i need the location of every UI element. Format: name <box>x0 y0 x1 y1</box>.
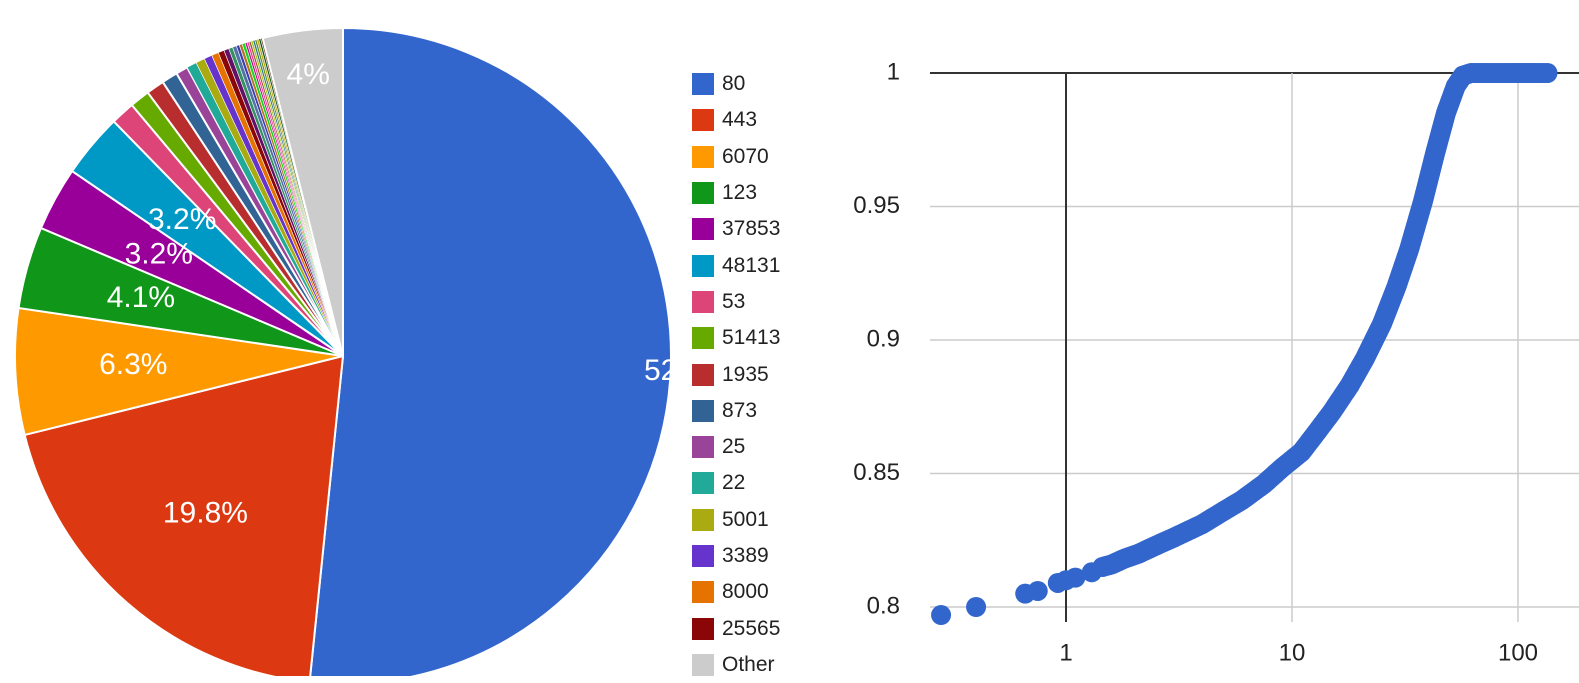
legend-item-873: 873 <box>692 393 780 429</box>
legend-swatch <box>692 436 714 459</box>
pie-slice-label-123: 4.1% <box>107 281 175 314</box>
legend-item-80: 80 <box>692 66 780 102</box>
pie-slice-label-37853: 3.2% <box>125 237 193 270</box>
pie-slice-443 <box>23 354 345 676</box>
cdf-points <box>931 63 1558 626</box>
data-point <box>1537 63 1558 83</box>
pie-legend: 80 443 6070 123 37853 48131 53 51413 1935 873 25 22… <box>692 66 780 683</box>
pie-slices <box>14 26 672 676</box>
legend-item-443: 443 <box>692 102 780 138</box>
legend-item-5001: 5001 <box>692 502 780 538</box>
legend-swatch <box>692 581 714 604</box>
cdf-axis-labels: 0.8 0.85 0.9 0.95 1 1 10 100 <box>853 58 1538 666</box>
legend-swatch <box>692 290 714 313</box>
x-tick-label: 100 <box>1498 639 1538 666</box>
legend-label: Other <box>722 652 775 676</box>
legend-item-8000: 8000 <box>692 574 780 610</box>
legend-item-51413: 51413 <box>692 320 780 356</box>
legend-label: 37853 <box>722 217 781 241</box>
legend-item-1935: 1935 <box>692 356 780 392</box>
pie-slice-6070 <box>14 306 344 437</box>
legend-swatch <box>692 254 714 277</box>
legend-label: 25 <box>722 435 746 459</box>
x-tick-label: 1 <box>1059 639 1072 666</box>
legend-label: 25565 <box>722 616 781 640</box>
legend-item-25: 25 <box>692 429 780 465</box>
x-tick-label: 10 <box>1279 639 1306 666</box>
legend-label: 22 <box>722 471 746 495</box>
legend-swatch <box>692 617 714 640</box>
pie-slice-label-48131: 3.2% <box>148 203 216 236</box>
y-tick-label: 0.85 <box>853 459 900 486</box>
legend-item-53: 53 <box>692 284 780 320</box>
legend-label: 80 <box>722 72 746 96</box>
pie-slice-label-443: 19.8% <box>163 496 248 529</box>
legend-item-48131: 48131 <box>692 247 780 283</box>
legend-swatch <box>692 218 714 241</box>
legend-label: 3389 <box>722 544 769 567</box>
legend-label: 53 <box>722 289 746 313</box>
cdf-grid <box>930 72 1579 622</box>
legend-item-22: 22 <box>692 465 780 501</box>
y-tick-label: 0.9 <box>867 325 900 352</box>
legend-swatch <box>692 145 714 168</box>
legend-swatch <box>692 508 714 531</box>
pie-slice-labels: 52 19.8% 6.3% 4.1% 3.2%3.2% 4% <box>99 58 677 529</box>
legend-swatch <box>692 73 714 96</box>
y-tick-label: 0.95 <box>853 192 900 219</box>
legend-label: 443 <box>722 108 758 132</box>
legend-item-123: 123 <box>692 175 780 211</box>
legend-swatch <box>692 545 714 567</box>
legend-swatch <box>692 363 714 386</box>
legend-item-other: Other <box>692 647 780 683</box>
legend-label: 123 <box>722 181 758 205</box>
data-point <box>1027 580 1048 601</box>
y-tick-label: 1 <box>887 58 900 85</box>
pie-slice-80 <box>309 26 672 676</box>
legend-swatch <box>692 653 714 676</box>
legend-label: 8000 <box>722 580 769 604</box>
legend-item-25565: 25565 <box>692 610 780 646</box>
pie-slice-other <box>261 26 344 357</box>
pie-slice-label-6070: 6.3% <box>99 348 167 381</box>
legend-label: 5001 <box>722 507 769 531</box>
y-tick-label: 0.8 <box>867 592 900 619</box>
data-point <box>1065 567 1086 588</box>
legend-label: 48131 <box>722 253 781 277</box>
data-point <box>931 605 952 626</box>
legend-item-3389: 3389 <box>692 538 780 574</box>
pie-chart: 52 19.8% 6.3% 4.1% 3.2%3.2% 4% <box>14 26 677 676</box>
data-point <box>966 597 987 617</box>
legend-label: 6070 <box>722 144 769 168</box>
legend-swatch <box>692 472 714 495</box>
legend-label: 1935 <box>722 362 769 386</box>
pie-slice-label-other: 4% <box>287 58 330 91</box>
legend-item-37853: 37853 <box>692 211 780 247</box>
legend-label: 873 <box>722 398 758 422</box>
legend-label: 51413 <box>722 326 781 350</box>
pie-slice-label-80: 52 <box>644 354 677 387</box>
legend-swatch <box>692 182 714 205</box>
legend-swatch <box>692 399 714 422</box>
legend-swatch <box>692 109 714 132</box>
legend-item-6070: 6070 <box>692 139 780 175</box>
legend-swatch <box>692 327 714 350</box>
